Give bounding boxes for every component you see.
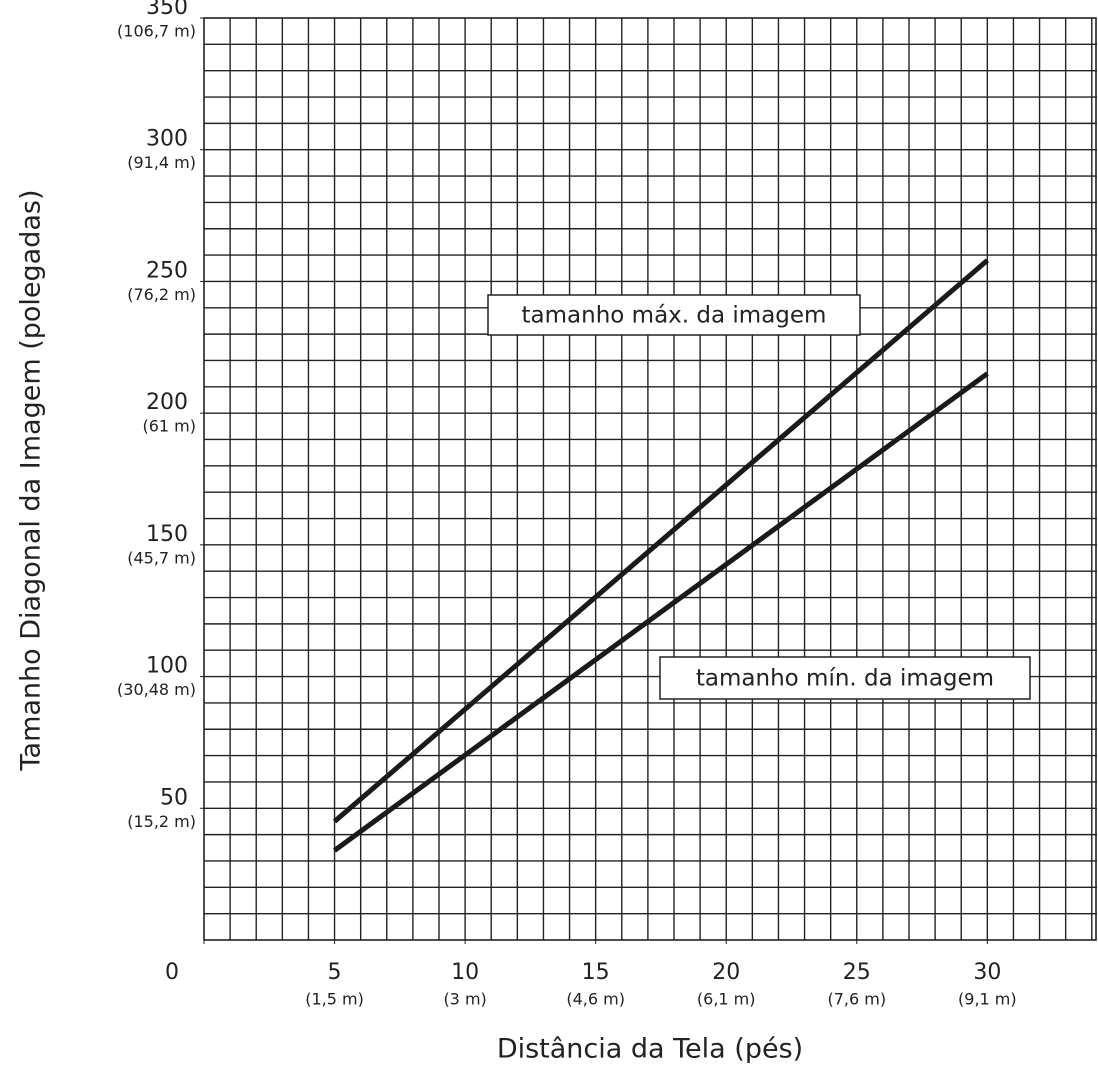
line-series xyxy=(333,371,989,853)
y-tick-label: 350 xyxy=(146,0,188,20)
annotation-box xyxy=(487,294,861,336)
x-axis-label: Distância da Tela (pés) xyxy=(497,1034,803,1065)
x-tick-label: 5 xyxy=(328,960,342,985)
y-axis-label: Tamanho Diagonal da Imagem (polegadas) xyxy=(16,190,47,772)
y-tick-metric: (91,4 m) xyxy=(127,153,196,172)
y-tick-metric: (106,7 m) xyxy=(117,22,196,41)
x-tick-label: 20 xyxy=(712,960,740,985)
y-tick-label: 50 xyxy=(160,785,188,810)
x-tick-metric: (1,5 m) xyxy=(305,990,364,1009)
y-tick-metric: (61 m) xyxy=(142,417,196,436)
x-tick-metric: (4,6 m) xyxy=(566,990,625,1009)
x-tick-metric: (9,1 m) xyxy=(958,990,1017,1009)
x-tick-metric: (3 m) xyxy=(443,990,486,1009)
y-tick-metric: (76,2 m) xyxy=(127,285,196,304)
y-tick-label: 150 xyxy=(146,522,188,547)
x-tick-label: 0 xyxy=(165,960,179,985)
x-tick-metric: (7,6 m) xyxy=(827,990,886,1009)
series-label: tamanho mín. da imagem xyxy=(696,666,994,692)
y-tick-metric: (45,7 m) xyxy=(127,548,196,567)
series-label: tamanho máx. da imagem xyxy=(522,303,827,329)
x-tick-label: 10 xyxy=(451,960,479,985)
x-tick-label: 15 xyxy=(582,960,610,985)
plot-frame xyxy=(203,17,1097,941)
y-tick-label: 250 xyxy=(146,258,188,283)
x-tick-label: 25 xyxy=(843,960,871,985)
y-tick-label: 200 xyxy=(146,390,188,415)
annotation-box xyxy=(659,656,1031,700)
y-tick-label: 100 xyxy=(146,654,188,679)
y-tick-metric: (15,2 m) xyxy=(127,812,196,831)
y-tick-label: 300 xyxy=(146,127,188,152)
line-series xyxy=(332,258,989,824)
x-tick-label: 30 xyxy=(973,960,1001,985)
x-tick-metric: (6,1 m) xyxy=(697,990,756,1009)
y-tick-metric: (30,48 m) xyxy=(117,680,196,699)
